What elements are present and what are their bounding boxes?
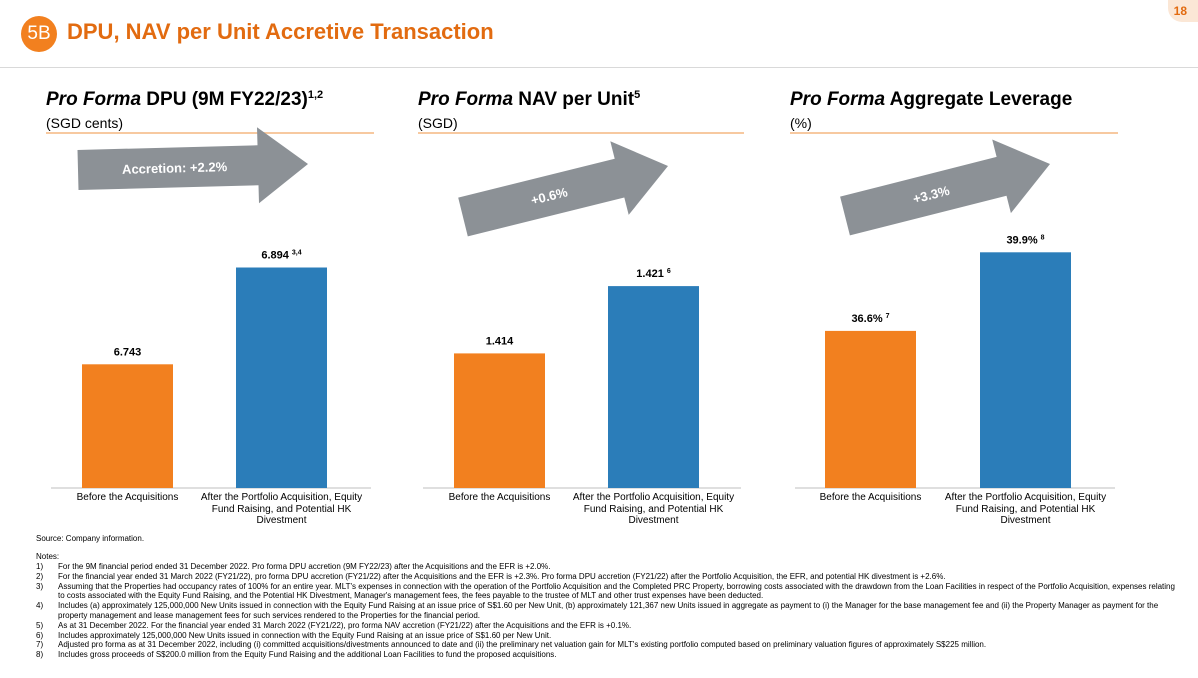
note-text: As at 31 December 2022. For the financia… [58,620,632,630]
page-number-tab [1168,0,1198,22]
chart-title-rule [46,132,374,134]
section-badge: 5B [21,16,57,52]
chart-title: Pro Forma DPU (9M FY22/23)1,2 [46,89,323,111]
chart-title-text: NAV per Unit [513,89,635,110]
x-category-label: After the Portfolio Acquisition, Equity … [200,492,363,526]
chart-title-italic: Pro Forma [790,89,886,110]
note-item: 1) For the 9M financial period ended 31 D… [36,562,1176,572]
data-label-note-ref: 8 [1041,234,1045,241]
data-label: 36.6% 7 [851,313,889,325]
bar [236,267,327,488]
accretion-arrow [840,139,1050,236]
note-number: 1) [36,562,44,571]
data-label: 1.414 [486,335,514,347]
chart-title-text: Aggregate Leverage [885,89,1073,110]
note-number: 2) [36,571,44,581]
x-category-label: After the Portfolio Acquisition, Equity … [944,492,1107,526]
data-label-note-ref: 7 [886,313,890,320]
bar-chart: Accretion: +2.2% 6.743 6.894 3,4 [51,127,371,489]
x-category-label: Before the Acquisitions [819,492,922,503]
chart-title-text: DPU (9M FY22/23) [141,89,308,110]
note-text: For the 9M financial period ended 31 Dec… [58,562,551,571]
source-text: Source: Company information. [36,534,145,543]
accretion-arrow [77,127,308,204]
note-item: 5) As at 31 December 2022. For the financ… [36,621,1176,631]
data-label: 6.894 3,4 [261,250,301,262]
data-label: 1.421 6 [636,268,671,280]
accretion-arrow [458,141,668,237]
data-label-note-ref: 6 [667,268,671,275]
slide-header: 5B DPU, NAV per Unit Accretive Transacti… [0,0,1198,68]
x-category-label: After the Portfolio Acquisition, Equity … [572,492,735,526]
chart-unit: (SGD) [418,115,458,131]
note-number: 7) [36,640,44,650]
data-label: 39.9% 8 [1006,234,1044,246]
chart-title-note-ref: 5 [634,89,641,101]
note-number: 5) [36,620,44,630]
chart-unit: (SGD cents) [46,115,124,131]
notes-heading: Notes: [36,552,60,561]
note-number: 8) [36,650,44,660]
chart-title: Pro Forma Aggregate Leverage [790,89,1072,111]
footer-notes: Source: Company information. Notes: 1) Fo… [36,534,1176,660]
note-text: Adjusted pro forma as at 31 December 202… [58,640,987,650]
note-item: 8) Includes gross proceeds of S$200.0 mil… [36,650,1176,660]
bar [825,330,916,488]
page-title: DPU, NAV per Unit Accretive Transaction [67,19,494,44]
chart-title: Pro Forma NAV per Unit5 [418,89,640,111]
bar [608,286,699,488]
chart-title-note-ref: 1,2 [307,89,324,101]
note-item: 7) Adjusted pro forma as at 31 December 2… [36,640,1176,650]
note-number: 6) [36,630,44,640]
arrow-label: Accretion: +2.2% [122,159,228,177]
chart-title-rule [418,132,744,134]
note-text: Includes (a) approximately 125,000,000 N… [58,601,1159,620]
chart-title-italic: Pro Forma [418,89,514,110]
note-item: 3) Assuming that the Properties had occup… [36,582,1176,602]
data-label-value: 1.421 [636,268,664,280]
data-label-value: 1.414 [486,335,514,347]
bar [454,353,545,488]
notes-list: 1) For the 9M financial period ended 31 D… [36,562,1176,660]
note-number: 4) [36,601,44,611]
note-number: 3) [36,581,44,591]
data-label-value: 6.894 [261,250,289,262]
data-label-note-ref: 3,4 [292,250,302,257]
data-label-value: 39.9% [1006,234,1037,246]
header-divider [0,67,1198,68]
note-text: For the financial year ended 31 March 20… [58,571,946,581]
data-label: 6.743 [114,346,142,358]
note-item: 2) For the financial year ended 31 March … [36,572,1176,582]
bar-chart: +3.3%36.6% 739.9% 8 [795,139,1115,489]
note-item: 4) Includes (a) approximately 125,000,000… [36,601,1176,621]
x-category-label: Before the Acquisitions [448,492,551,503]
x-category-label: Before the Acquisitions [76,492,179,503]
chart-unit: (%) [790,115,812,131]
chart-title-rule [790,132,1118,134]
chart-title-italic: Pro Forma [46,89,142,110]
bar [82,364,173,488]
data-label-value: 6.743 [114,346,142,358]
note-text: Includes gross proceeds of S$200.0 milli… [58,650,557,660]
note-item: 6) Includes approximately 125,000,000 New… [36,631,1176,641]
bar [980,252,1071,488]
page-number: 18 [1173,4,1187,18]
note-text: Assuming that the Properties had occupan… [58,581,1175,601]
charts-area: Pro Forma DPU (9M FY22/23)1,2 (SGD cents)… [0,80,1198,540]
note-text: Includes approximately 125,000,000 New U… [58,630,552,640]
data-label-value: 36.6% [851,313,882,325]
